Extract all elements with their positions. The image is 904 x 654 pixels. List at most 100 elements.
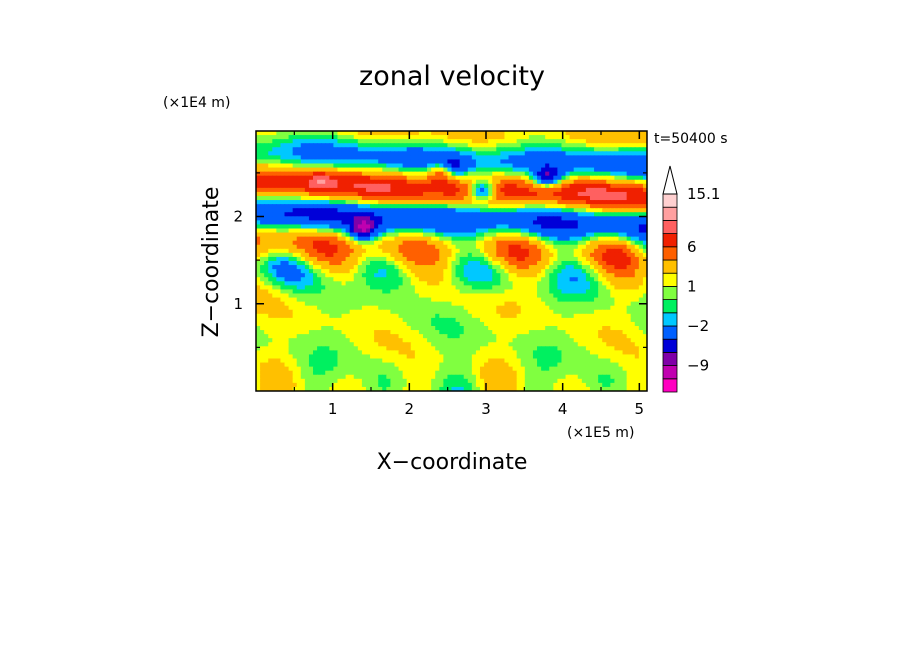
field-cell [504, 313, 510, 319]
field-cell [585, 285, 591, 291]
field-cell [443, 244, 449, 250]
field-cell [378, 224, 383, 230]
field-cell [630, 281, 636, 286]
field-cell [520, 224, 526, 230]
field-cell [532, 248, 538, 254]
field-cell [545, 151, 550, 156]
field-cell [573, 326, 579, 331]
field-cell [598, 232, 603, 238]
field-cell [577, 244, 583, 250]
field-cell [484, 220, 489, 226]
field-cell [325, 139, 330, 144]
field-cell [455, 147, 461, 152]
field-cell [345, 212, 351, 217]
field-cell [589, 200, 595, 205]
field-cell [455, 305, 461, 311]
field-cell [337, 143, 343, 148]
field-cell [329, 338, 334, 343]
field-cell [492, 183, 497, 189]
field-cell [492, 151, 497, 156]
field-cell [296, 216, 302, 221]
field-cell [272, 232, 277, 238]
field-cell [378, 293, 383, 299]
field-cell [321, 216, 326, 221]
field-cell [292, 131, 298, 136]
field-cell [333, 305, 339, 311]
field-cell [260, 273, 265, 278]
field-cell [459, 265, 465, 270]
field-cell [418, 281, 424, 286]
field-cell [317, 236, 322, 242]
field-cell [443, 269, 449, 274]
field-cell [541, 212, 546, 217]
field-cell [361, 269, 367, 274]
field-cell [524, 252, 530, 258]
field-cell [398, 232, 404, 238]
field-cell [435, 139, 440, 144]
field-cell [264, 147, 269, 152]
field-cell [288, 224, 294, 230]
field-cell [512, 232, 518, 238]
field-cell [471, 273, 477, 278]
field-cell [451, 216, 457, 221]
field-cell [492, 220, 497, 226]
field-cell [365, 297, 371, 303]
field-cell [422, 273, 428, 278]
field-cell [439, 175, 444, 181]
field-cell [304, 232, 310, 238]
field-cell [500, 187, 506, 193]
field-cell [321, 228, 326, 234]
field-cell [451, 232, 457, 238]
field-cell [447, 208, 453, 213]
field-cell [614, 143, 620, 148]
field-cell [443, 256, 449, 262]
field-cell [418, 313, 424, 319]
field-cell [329, 151, 334, 156]
field-cell [610, 317, 616, 323]
field-cell [459, 200, 465, 205]
field-cell [284, 326, 290, 331]
field-cell [280, 281, 286, 286]
field-cell [524, 313, 530, 319]
field-cell [594, 191, 599, 197]
field-cell [496, 285, 501, 291]
field-cell [451, 143, 457, 148]
field-cell [431, 175, 436, 181]
field-cell [390, 220, 396, 226]
field-cell [300, 309, 306, 315]
field-cell [565, 216, 571, 221]
field-cell [642, 297, 647, 303]
field-cell [398, 220, 404, 226]
field-cell [614, 232, 620, 238]
field-cell [296, 244, 302, 250]
field-cell [480, 191, 485, 197]
field-cell [268, 135, 273, 140]
field-cell [365, 220, 371, 226]
field-cell [288, 289, 294, 295]
field-cell [561, 309, 567, 315]
field-cell [589, 313, 595, 319]
field-cell [606, 289, 611, 295]
field-cell [317, 135, 322, 140]
field-cell [545, 252, 550, 258]
field-cell [610, 248, 616, 254]
field-cell [443, 313, 449, 319]
field-cell [390, 285, 396, 291]
field-cell [427, 163, 432, 169]
field-cell [577, 155, 583, 161]
field-cell [500, 228, 506, 234]
field-cell [308, 261, 314, 266]
field-cell [308, 281, 314, 286]
field-cell [256, 200, 261, 205]
field-cell [374, 301, 379, 307]
field-cell [284, 139, 290, 144]
field-cell [520, 293, 526, 299]
field-cell [378, 179, 383, 185]
field-cell [317, 131, 322, 136]
field-cell [589, 175, 595, 181]
field-cell [435, 269, 440, 274]
field-cell [296, 326, 302, 331]
field-cell [581, 256, 587, 262]
field-cell [325, 196, 330, 201]
field-cell [528, 273, 534, 278]
